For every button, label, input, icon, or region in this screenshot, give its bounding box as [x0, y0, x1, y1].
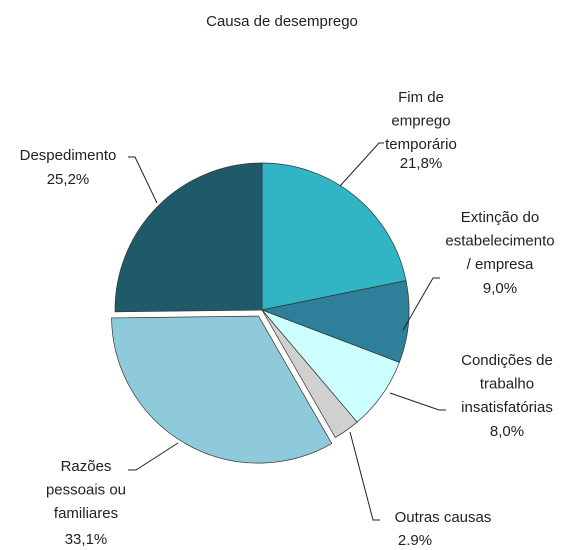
leader-line: [339, 142, 384, 187]
value-label: 25,2%: [47, 171, 90, 188]
slice-label: pessoais ou: [46, 481, 126, 498]
slice-label: estabelecimento: [445, 232, 554, 249]
slice-label: familiares: [54, 505, 118, 522]
slice-label: Fim de: [398, 89, 444, 106]
slice-label: insatisfatórias: [461, 399, 553, 416]
value-label: 9,0%: [483, 280, 517, 297]
pie-slice: [260, 280, 410, 363]
pie-slice: [111, 315, 333, 464]
slice-label: Condições de: [461, 352, 553, 369]
leader-line: [128, 156, 158, 204]
slice-label: / empresa: [467, 256, 534, 273]
pie-slice: [114, 162, 263, 313]
value-label: 2.9%: [398, 532, 432, 549]
value-label: 8,0%: [490, 423, 524, 440]
chart-title: Causa de desemprego: [206, 13, 358, 30]
leader-line: [128, 442, 179, 471]
leader-line: [402, 277, 440, 331]
value-label: 33,1%: [65, 531, 108, 548]
slice-label: Razões: [61, 458, 112, 475]
value-label: 21,8%: [400, 155, 443, 172]
pie-slice: [261, 309, 358, 438]
slice-label: trabalho: [480, 375, 534, 392]
pie-slice: [261, 162, 407, 311]
slice-label: temporário: [385, 136, 457, 153]
slice-label: Outras causas: [395, 509, 492, 526]
leader-line: [349, 431, 380, 521]
leader-line: [389, 392, 446, 411]
slice-label: emprego: [391, 112, 450, 129]
slice-label: Despedimento: [20, 147, 117, 164]
slice-label: Extinção do: [461, 209, 539, 226]
